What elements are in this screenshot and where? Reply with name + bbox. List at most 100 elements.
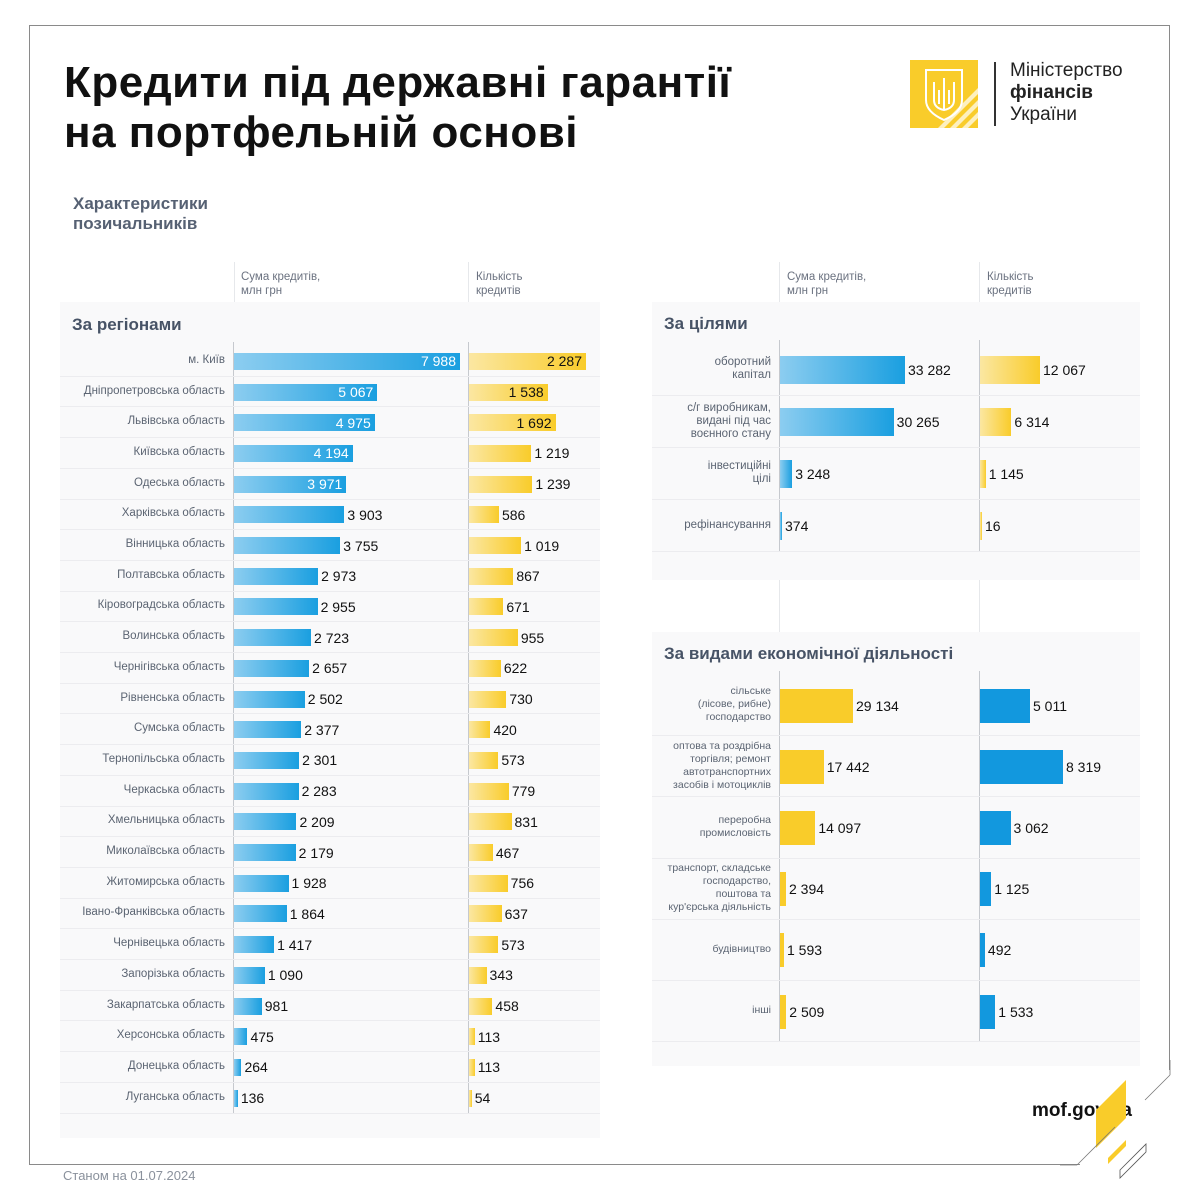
category-label-line: цілі: [752, 473, 771, 485]
row-divider: [652, 918, 1140, 920]
bar-sum: [780, 749, 824, 784]
bar-count: [980, 356, 1040, 384]
bar-sum: [234, 936, 275, 954]
row-divider: [652, 551, 1140, 552]
row-divider: [60, 866, 600, 868]
category-label: сільське (лісове, рибне) господарство: [652, 685, 771, 724]
bar-count: [980, 512, 982, 540]
value-label-count: 573: [501, 752, 525, 769]
sum-axis-line: [779, 340, 780, 552]
category-label-line: Волинська область: [122, 630, 226, 643]
trident-emblem-icon: [910, 60, 978, 128]
bar-count: [980, 811, 1011, 845]
category-label-line: Сумська область: [133, 722, 225, 735]
left-count-header: Кількість кредитів: [476, 270, 523, 298]
value-label-count: 5 011: [1032, 697, 1067, 714]
bar-count: [469, 751, 499, 769]
row-divider: [60, 897, 600, 899]
value-label-count: 54: [474, 1090, 491, 1107]
category-label-line: Закарпатська область: [106, 998, 225, 1011]
category-label: оборотний капітал: [652, 356, 771, 382]
value-label-count: 1 125: [994, 881, 1030, 898]
category-label: інші: [652, 1004, 771, 1017]
bar-count: [469, 659, 501, 677]
category-label-line: оборотний: [714, 356, 771, 368]
left-count-header-l2: кредитів: [476, 285, 521, 297]
category-label-line: переробна: [718, 814, 771, 826]
value-label-sum: 2 209: [299, 813, 335, 830]
count-axis-line: [979, 340, 980, 552]
regions-panel: За регіонами м. Київ 7 988 2 287 Дніпропетр…: [60, 302, 600, 1138]
bar-sum: [234, 383, 378, 401]
bar-sum: [234, 475, 347, 493]
bar-count: [980, 408, 1012, 436]
bar-sum: [234, 414, 375, 432]
category-label-line: Луганська область: [125, 1090, 225, 1103]
decorative-stripes-icon: [1060, 1060, 1171, 1179]
bar-sum: [234, 751, 300, 769]
bar-sum: [234, 537, 341, 555]
category-label-line: Вінницька область: [125, 538, 225, 551]
category-label-line: засобів і мотоциклів: [673, 778, 771, 791]
value-label-sum: 3 248: [795, 466, 831, 482]
category-label: м. Київ: [60, 354, 225, 367]
bar-sum: [234, 629, 312, 647]
category-label: Вінницька область: [60, 538, 225, 551]
bar-count: [469, 782, 509, 800]
right-count-header-l1: Кількість: [987, 271, 1034, 283]
value-label-sum: 981: [264, 998, 289, 1015]
bar-count: [469, 537, 522, 555]
row-divider: [652, 980, 1140, 981]
bar-sum: [234, 567, 319, 585]
row-divider: [60, 1051, 600, 1053]
ministry-name-line3: України: [1010, 104, 1078, 125]
category-label-line: будівництво: [712, 942, 771, 955]
value-label-count: 637: [504, 905, 528, 922]
value-label-sum: 2 973: [321, 568, 357, 585]
right-sum-header-l2: млн грн: [787, 285, 829, 297]
value-label-sum: 3 903: [347, 506, 383, 523]
category-label-line: Львівська область: [127, 415, 225, 428]
value-label-count: 3 062: [1013, 820, 1049, 836]
bar-count: [469, 997, 493, 1015]
row-divider: [60, 621, 600, 623]
category-label: транспорт, складське господарство, поштова…: [652, 862, 771, 914]
category-label: Донецька область: [60, 1060, 225, 1073]
category-label-line: Миколаївська область: [106, 845, 225, 858]
bar-count: [469, 414, 556, 432]
value-label-sum: 2 955: [320, 598, 356, 615]
value-label-count: 467: [495, 844, 520, 861]
ministry-name: Міністерство фінансів України: [1010, 60, 1123, 126]
value-label-count: 1 019: [524, 537, 560, 554]
category-label: Херсонська область: [60, 1029, 225, 1042]
bar-count: [469, 874, 508, 892]
value-label-sum: 1 593: [786, 942, 823, 959]
category-label-line: с/г виробникам,: [687, 401, 771, 414]
left-count-header-l1: Кількість: [476, 271, 523, 283]
bar-count: [980, 933, 985, 968]
value-label-sum: 2 657: [312, 660, 348, 677]
bar-sum: [234, 352, 460, 370]
value-label-sum: 2 179: [298, 844, 334, 861]
category-label: Івано-Франківська область: [60, 906, 225, 919]
category-label: Чернівецька область: [60, 937, 225, 950]
bar-sum: [234, 782, 299, 800]
category-label-line: Рівненська область: [120, 691, 225, 704]
category-label: Чернігівська область: [60, 661, 225, 674]
bar-sum: [234, 1089, 238, 1107]
bar-sum: [780, 811, 816, 845]
value-label-sum: 475: [250, 1028, 274, 1045]
title-line-1: Кредити під державні гарантії: [64, 58, 732, 107]
row-divider: [60, 744, 600, 746]
bar-count: [469, 444, 532, 462]
bar-count: [469, 1028, 475, 1046]
row-divider: [60, 1020, 600, 1022]
category-label-line: інші: [752, 1004, 771, 1017]
value-label-count: 730: [509, 691, 533, 708]
panel-title: За регіонами: [72, 315, 182, 334]
category-label: Миколаївська область: [60, 845, 225, 858]
value-label-sum: 29 134: [856, 697, 899, 714]
category-label: Житомирська область: [60, 876, 226, 889]
value-label-count: 8 319: [1066, 758, 1102, 775]
category-label-line: Чернівецька область: [113, 937, 225, 950]
